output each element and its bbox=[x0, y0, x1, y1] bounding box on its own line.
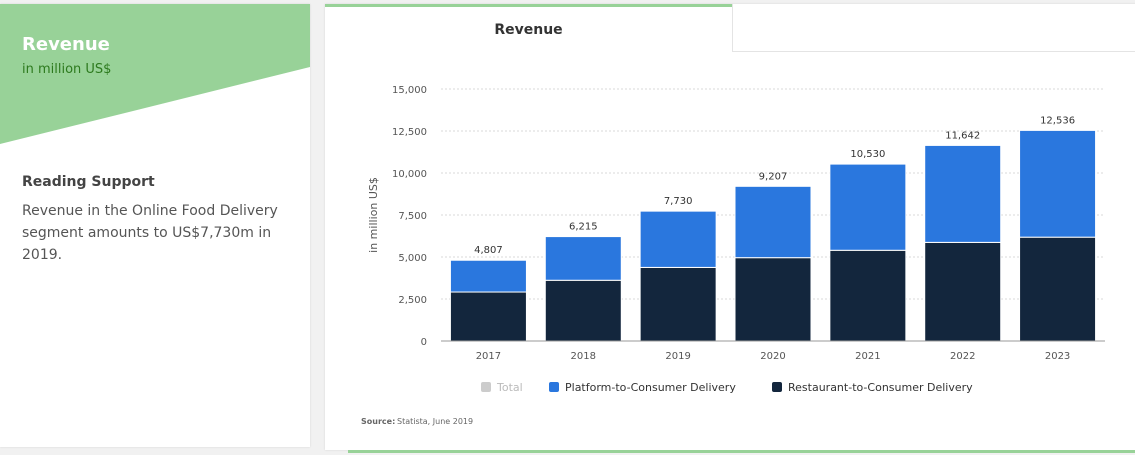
bar-platform-to-consumer-delivery-2021[interactable] bbox=[829, 163, 907, 251]
legend-swatch bbox=[772, 382, 782, 392]
y-tick-label: 5,000 bbox=[398, 253, 427, 264]
y-tick-label: 12,500 bbox=[392, 127, 427, 138]
y-tick-label: 7,500 bbox=[398, 211, 427, 222]
legend-swatch bbox=[549, 382, 559, 392]
tab-revenue[interactable]: Revenue bbox=[325, 4, 732, 52]
x-tick-label: 2020 bbox=[760, 351, 785, 362]
source-label: Source: bbox=[361, 417, 395, 426]
bar-restaurant-to-consumer-delivery-2018[interactable] bbox=[544, 279, 622, 342]
bar-restaurant-to-consumer-delivery-2023[interactable] bbox=[1019, 236, 1097, 342]
bar-restaurant-to-consumer-delivery-2022[interactable] bbox=[924, 241, 1002, 342]
info-panel: Revenue in million US$ Reading Support R… bbox=[0, 4, 310, 447]
y-tick-label: 2,500 bbox=[398, 295, 427, 306]
bar-platform-to-consumer-delivery-2020[interactable] bbox=[734, 185, 812, 259]
bar-restaurant-to-consumer-delivery-2020[interactable] bbox=[734, 257, 812, 342]
reading-support-text: Revenue in the Online Food Delivery segm… bbox=[22, 203, 278, 263]
reading-support-title: Reading Support bbox=[22, 174, 155, 190]
total-label-2020: 9,207 bbox=[759, 171, 788, 182]
x-tick-label: 2018 bbox=[571, 351, 596, 362]
x-tick-label: 2019 bbox=[665, 351, 690, 362]
y-tick-label: 0 bbox=[421, 337, 427, 348]
bottom-accent bbox=[348, 450, 1135, 453]
total-label-2017: 4,807 bbox=[474, 245, 503, 256]
legend-swatch bbox=[481, 382, 491, 392]
bar-restaurant-to-consumer-delivery-2017[interactable] bbox=[449, 291, 527, 342]
y-tick-label: 15,000 bbox=[392, 85, 427, 96]
total-label-2023: 12,536 bbox=[1040, 115, 1075, 126]
y-axis-label: in million US$ bbox=[367, 177, 380, 253]
x-tick-label: 2023 bbox=[1045, 351, 1070, 362]
x-tick-label: 2022 bbox=[950, 351, 975, 362]
tab-empty[interactable] bbox=[732, 4, 1135, 52]
legend-label: Restaurant-to-Consumer Delivery bbox=[788, 381, 973, 394]
bar-platform-to-consumer-delivery-2022[interactable] bbox=[924, 144, 1002, 243]
x-tick-label: 2021 bbox=[855, 351, 880, 362]
source-text: Statista, June 2019 bbox=[397, 417, 473, 426]
legend-item-platform-to-consumer-delivery[interactable]: Platform-to-Consumer Delivery bbox=[549, 381, 736, 394]
bar-platform-to-consumer-delivery-2023[interactable] bbox=[1019, 129, 1097, 238]
bar-restaurant-to-consumer-delivery-2019[interactable] bbox=[639, 266, 717, 342]
total-label-2018: 6,215 bbox=[569, 222, 598, 233]
bar-platform-to-consumer-delivery-2018[interactable] bbox=[544, 236, 622, 281]
legend-label: Platform-to-Consumer Delivery bbox=[565, 381, 736, 394]
revenue-chart: 0 2,500 5,000 7,500 10,000 12,500 15,000 4,807… bbox=[361, 85, 1105, 426]
y-tick-label: 10,000 bbox=[392, 169, 427, 180]
total-label-2021: 10,530 bbox=[850, 149, 885, 160]
total-label-2022: 11,642 bbox=[945, 130, 980, 141]
bar-platform-to-consumer-delivery-2017[interactable] bbox=[449, 259, 527, 293]
bar-restaurant-to-consumer-delivery-2021[interactable] bbox=[829, 249, 907, 342]
legend-label: Total bbox=[496, 381, 523, 394]
panel-title: Revenue bbox=[22, 34, 110, 55]
total-label-2019: 7,730 bbox=[664, 196, 693, 207]
legend-item-total[interactable]: Total bbox=[481, 381, 523, 394]
panel-subtitle: in million US$ bbox=[22, 62, 112, 77]
bar-platform-to-consumer-delivery-2019[interactable] bbox=[639, 210, 717, 268]
header-banner bbox=[0, 4, 310, 144]
x-tick-label: 2017 bbox=[476, 351, 501, 362]
legend-item-restaurant-to-consumer-delivery[interactable]: Restaurant-to-Consumer Delivery bbox=[772, 381, 973, 394]
